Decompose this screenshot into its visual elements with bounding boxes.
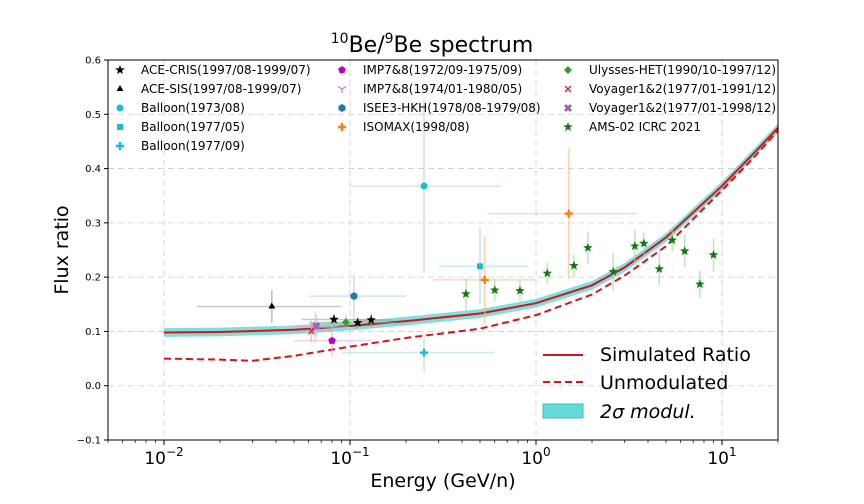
y-tick-label: 0.4 bbox=[85, 164, 101, 175]
legend-marker bbox=[338, 66, 346, 74]
data-point bbox=[461, 289, 471, 298]
data-point bbox=[490, 285, 500, 295]
legend-models: Simulated Ratio Unmodulated 2σ modul. bbox=[542, 344, 751, 423]
legend-band-label: 2σ modul. bbox=[600, 401, 696, 423]
data-point bbox=[654, 264, 664, 273]
legend-marker bbox=[115, 65, 125, 74]
simulated-curve bbox=[163, 127, 779, 334]
data-point bbox=[480, 275, 489, 284]
legend-label: ISOMAX(1998/08) bbox=[363, 120, 470, 134]
data-point bbox=[420, 182, 428, 190]
x-ticks: 10−2 10−1 100 101 bbox=[107, 440, 779, 469]
data-point bbox=[350, 292, 358, 301]
data-point bbox=[630, 241, 640, 251]
x-tick-label: 101 bbox=[707, 445, 736, 469]
legend-marker bbox=[117, 124, 123, 130]
legend-marker bbox=[338, 104, 346, 112]
legend-label: ISEE3-HKH(1978/08-1979/08) bbox=[363, 101, 541, 115]
legend-label: ACE-SIS(1997/08-1999/07) bbox=[141, 82, 301, 96]
data-point bbox=[352, 317, 363, 327]
legend-band-swatch bbox=[542, 403, 584, 419]
data-point bbox=[312, 322, 321, 330]
legend-marker bbox=[337, 86, 347, 93]
data-point bbox=[328, 336, 336, 344]
y-ticks: −0.1 0.0 0.1 0.2 0.3 0.4 0.5 0.6 bbox=[77, 56, 108, 447]
legend-marker bbox=[116, 104, 124, 112]
data-points bbox=[268, 182, 719, 357]
legend-label: AMS-02 ICRC 2021 bbox=[589, 120, 701, 134]
data-point bbox=[564, 209, 573, 218]
y-tick-label: 0.1 bbox=[85, 327, 101, 338]
legend-label: Ulysses-HET(1990/10-1997/12) bbox=[589, 63, 776, 77]
model-curves bbox=[163, 127, 779, 362]
data-point bbox=[667, 235, 677, 245]
legend-experiments: ACE-CRIS(1997/08-1999/07) IMP7&8(1972/09-… bbox=[115, 63, 776, 153]
plot-frame bbox=[107, 59, 779, 441]
legend-simulated-label: Simulated Ratio bbox=[600, 344, 751, 366]
data-point bbox=[341, 318, 350, 327]
legend-label: ACE-CRIS(1997/08-1999/07) bbox=[141, 63, 311, 77]
band-area bbox=[163, 123, 778, 337]
y-tick-label: 0.3 bbox=[85, 218, 101, 229]
data-point bbox=[639, 238, 649, 248]
y-tick-label: 0.6 bbox=[85, 56, 101, 67]
legend-marker bbox=[116, 142, 124, 150]
data-point bbox=[477, 263, 484, 270]
legend-marker bbox=[564, 85, 572, 93]
data-point bbox=[542, 268, 552, 278]
data-point bbox=[515, 285, 525, 295]
x-tick-label: 10−2 bbox=[144, 445, 183, 469]
legend-marker bbox=[564, 66, 572, 74]
x-tick-label: 100 bbox=[521, 445, 550, 469]
data-point bbox=[420, 348, 429, 357]
data-point bbox=[329, 314, 339, 324]
data-point bbox=[268, 302, 276, 309]
legend-marker bbox=[338, 123, 346, 131]
data-point bbox=[307, 327, 315, 335]
y-tick-label: 0.0 bbox=[85, 381, 101, 392]
legend-label: IMP7&8(1974/01-1980/05) bbox=[363, 82, 522, 96]
data-point bbox=[569, 260, 579, 270]
legend-marker bbox=[564, 104, 572, 112]
x-tick-label: 10−1 bbox=[330, 445, 369, 469]
legend-label: Balloon(1977/09) bbox=[141, 139, 245, 153]
legend-label: Balloon(1977/05) bbox=[141, 120, 245, 134]
legend-label: IMP7&8(1972/09-1975/09) bbox=[363, 63, 522, 77]
legend-label: Voyager1&2(1977/01-1998/12) bbox=[589, 101, 776, 115]
data-point bbox=[679, 246, 690, 256]
data-point bbox=[608, 266, 618, 276]
x-axis-label: Energy (GeV/n) bbox=[370, 470, 515, 492]
data-point bbox=[366, 315, 376, 325]
y-tick-label: −0.1 bbox=[77, 436, 101, 447]
legend-marker bbox=[563, 122, 573, 131]
legend-label: Voyager1&2(1977/01-1991/12) bbox=[589, 82, 776, 96]
data-point bbox=[695, 279, 705, 289]
unmodulated-curve bbox=[163, 129, 779, 362]
legend-label: Balloon(1973/08) bbox=[141, 101, 245, 115]
data-point bbox=[708, 249, 719, 259]
svg-text:10Be/9Be spectrum: 10Be/9Be spectrum bbox=[331, 31, 534, 58]
y-tick-label: 0.2 bbox=[85, 273, 101, 284]
chart-title: 10Be/9Be spectrum bbox=[331, 31, 534, 58]
legend-marker bbox=[116, 85, 124, 91]
sigma-band bbox=[163, 123, 778, 337]
legend-unmodulated-label: Unmodulated bbox=[600, 372, 728, 394]
y-axis-label: Flux ratio bbox=[51, 205, 73, 294]
y-tick-label: 0.5 bbox=[85, 110, 101, 121]
data-point bbox=[583, 242, 593, 252]
